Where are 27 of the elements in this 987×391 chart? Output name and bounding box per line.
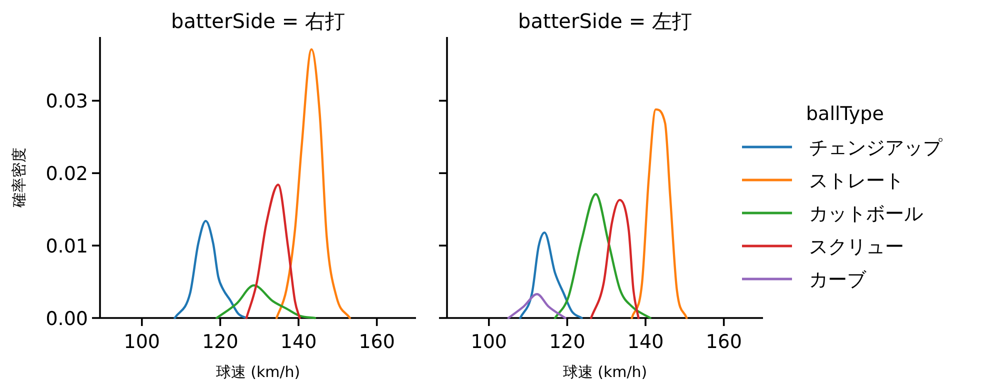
x-tick-label: 100: [470, 331, 508, 353]
y-tick-label: 0.00: [46, 308, 88, 330]
chart-title: batterSide = 左打: [518, 9, 692, 33]
legend-label: カットボール: [809, 203, 923, 225]
x-axis-title: 球速 (km/h): [562, 363, 648, 381]
x-tick-label: 100: [124, 331, 160, 353]
line-series: [276, 48, 351, 320]
x-axis-title: 球速 (km/h): [216, 363, 300, 381]
legend-label: スクリュー: [809, 236, 904, 258]
legend-label: ストレート: [809, 170, 904, 192]
x-tick-label: 140: [280, 331, 317, 353]
y-axis-title: 確率密度: [10, 148, 28, 208]
line-series: [216, 284, 316, 320]
y-tick-label: 0.01: [46, 236, 88, 258]
x-tick-label: 140: [627, 331, 664, 353]
chart-title: batterSide = 右打: [171, 9, 345, 33]
line-series: [245, 184, 301, 320]
legend-label: カーブ: [809, 269, 867, 291]
legend-label: チェンジアップ: [809, 137, 943, 159]
x-tick-label: 120: [549, 331, 586, 353]
legend-title: ballType: [806, 103, 884, 125]
x-tick-label: 160: [706, 331, 742, 353]
y-tick-label: 0.03: [46, 90, 88, 113]
x-tick-label: 120: [202, 331, 238, 353]
line-series: [174, 220, 248, 320]
y-tick-label: 0.02: [46, 163, 88, 186]
x-tick-label: 160: [358, 331, 395, 353]
